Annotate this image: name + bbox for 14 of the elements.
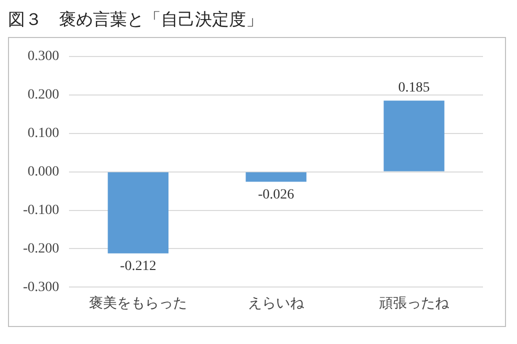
chart-title: 図３ 褒め言葉と「自己決定度」 [8, 9, 264, 31]
x-tick-label: えらいね [248, 296, 306, 312]
data-label: 0.185 [398, 80, 430, 96]
data-label: -0.026 [258, 187, 294, 202]
y-tick-label: 0.100 [28, 126, 60, 142]
data-label: -0.212 [120, 259, 156, 274]
y-tick-label: -0.200 [22, 241, 60, 256]
y-tick-label: -0.300 [22, 280, 60, 295]
x-tick-label: 頑張ったね [379, 296, 450, 312]
y-tick-label: 0.200 [28, 88, 60, 103]
x-tick-label: 褒美をもらった [89, 295, 188, 312]
y-tick-label: 0.300 [28, 49, 60, 64]
y-tick-label: 0.000 [28, 164, 60, 180]
y-tick-label: -0.100 [22, 202, 60, 218]
